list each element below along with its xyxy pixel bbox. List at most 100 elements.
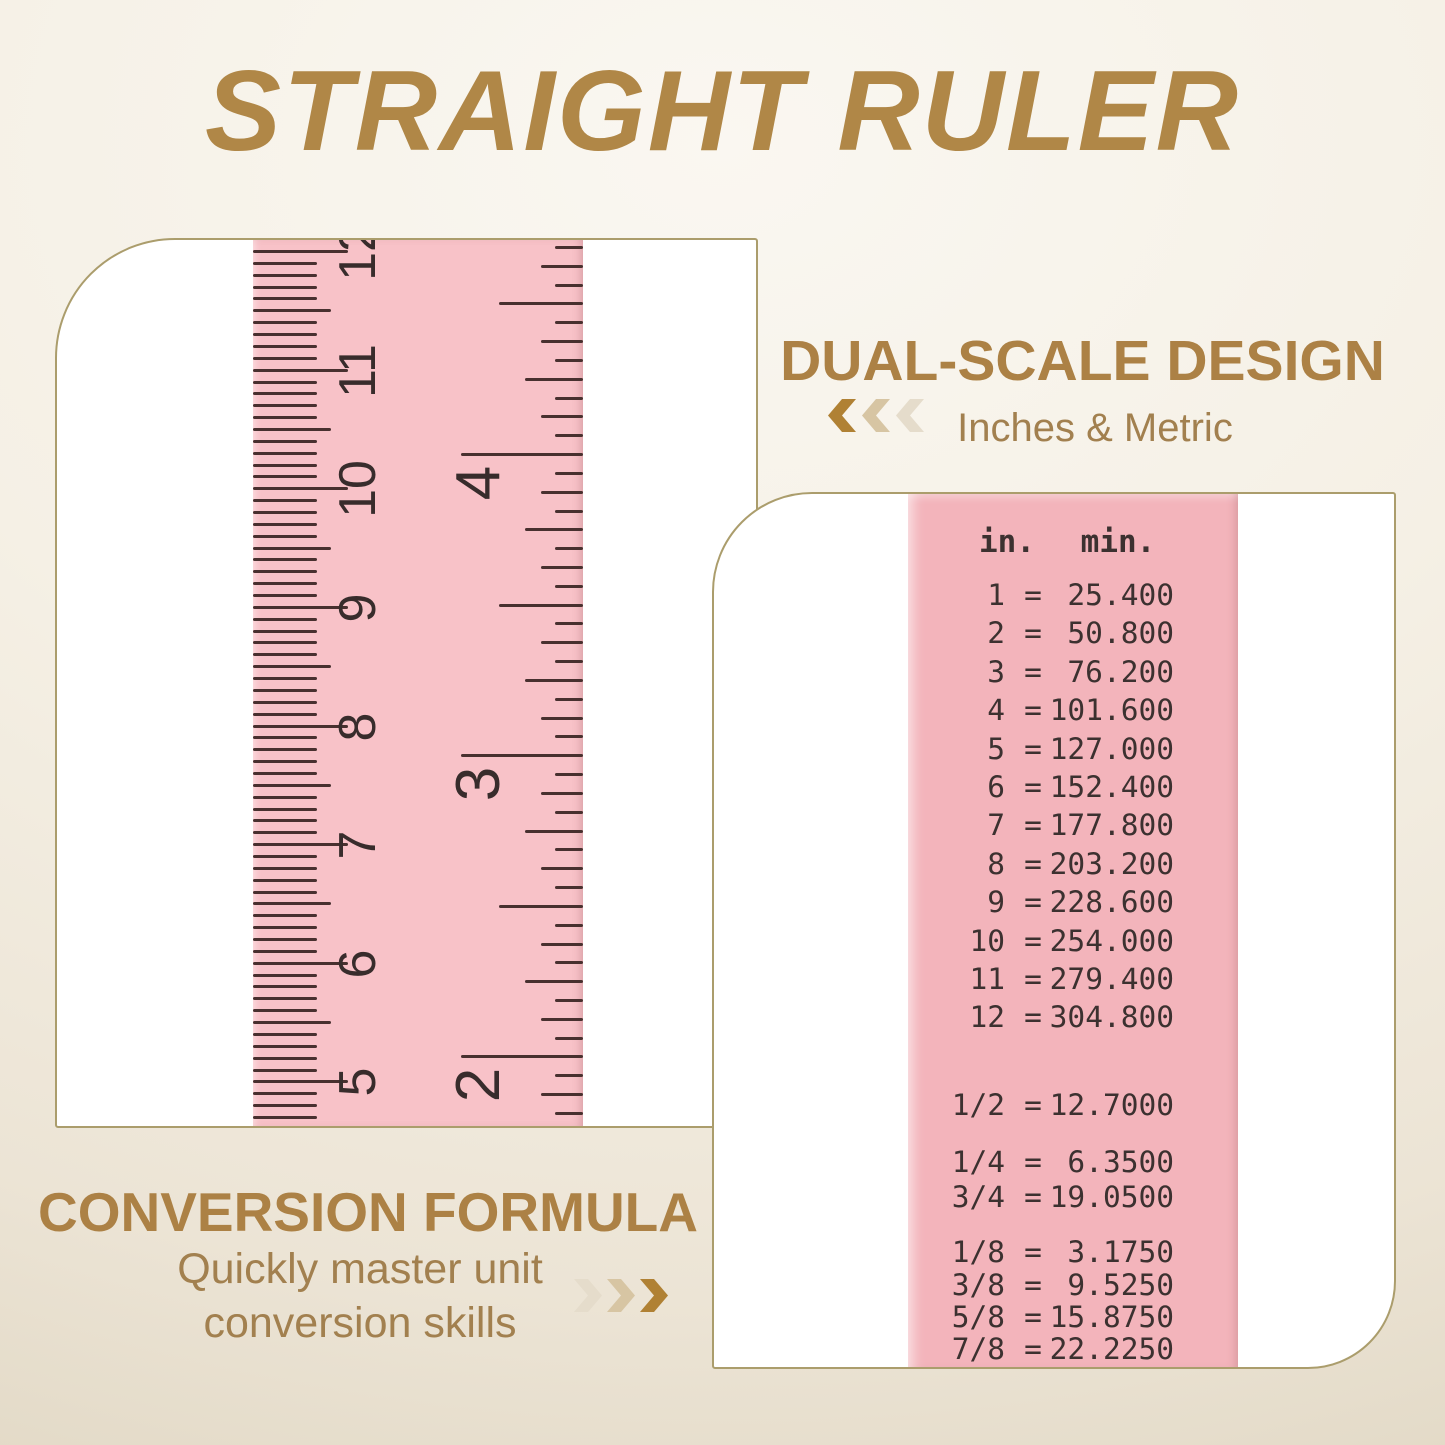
chevron-right-1 — [574, 1279, 602, 1312]
millimeters-value: 76.200 — [1067, 654, 1174, 689]
conversion-row: 11 = 279.400 — [908, 960, 1238, 998]
equals-sign: = — [1024, 1180, 1042, 1214]
equals-sign: = — [1024, 731, 1042, 766]
millimeters-value: 228.600 — [1049, 885, 1174, 920]
cm-tick — [253, 1068, 317, 1072]
cm-tick — [253, 273, 317, 277]
millimeters-value: 177.800 — [1049, 808, 1174, 843]
cm-tick — [253, 665, 331, 669]
cm-tick — [253, 914, 317, 918]
conversion-row: 7/8 = 22.2250 — [908, 1330, 1238, 1367]
inch-tick — [555, 245, 583, 249]
cm-label: 8 — [329, 712, 387, 741]
equals-sign: = — [1024, 616, 1042, 651]
millimeters-value: 6.3500 — [1067, 1145, 1174, 1179]
cm-tick — [253, 475, 317, 479]
conversion-row: 1 = 25.400 — [908, 576, 1238, 614]
dual-scale-heading: DUAL-SCALE DESIGN — [780, 329, 1385, 393]
cm-tick — [253, 499, 317, 503]
cm-tick — [253, 700, 317, 704]
dual-scale-subheading: Inches & Metric — [957, 406, 1233, 450]
cm-tick — [253, 285, 317, 289]
inch-tick — [555, 622, 583, 626]
inch-tick — [541, 716, 583, 720]
cm-tick — [253, 522, 317, 526]
ruler-strip: 12 11 10 9 8 7 6 5 4 3 2 — [253, 240, 583, 1126]
inch-tick — [555, 660, 583, 664]
equals-sign: = — [1024, 654, 1042, 689]
cm-tick — [253, 843, 348, 847]
millimeters-value: 127.000 — [1049, 731, 1174, 766]
inch-tick — [541, 1017, 583, 1021]
cm-tick — [253, 1115, 317, 1119]
millimeters-value: 50.800 — [1067, 616, 1174, 651]
inch-tick — [541, 490, 583, 494]
inch-tick — [541, 340, 583, 344]
inch-tick — [525, 980, 583, 984]
cm-tick — [253, 261, 317, 265]
inch-tick — [555, 547, 583, 551]
cm-tick — [253, 997, 317, 1001]
cm-label: 6 — [329, 949, 387, 979]
conversion-row: 2 = 50.800 — [908, 614, 1238, 652]
chevrons-right-icon — [574, 1279, 668, 1312]
inch-tick — [541, 867, 583, 871]
inches-value: 1 — [987, 578, 1005, 612]
cm-tick — [253, 463, 317, 467]
cm-tick — [253, 558, 317, 562]
cm-tick — [253, 795, 317, 799]
cm-tick — [253, 605, 348, 609]
inch-tick — [541, 415, 583, 419]
inches-value: 5/8 — [951, 1300, 1005, 1334]
cm-tick — [253, 309, 331, 313]
conversion-formula-subline-1: Quickly master unit — [177, 1245, 543, 1293]
inch-tick — [499, 603, 583, 607]
cm-label: 11 — [329, 343, 387, 398]
inch-tick — [541, 1093, 583, 1096]
equals-sign: = — [1024, 770, 1042, 804]
millimeters-value: 15.8750 — [1049, 1300, 1174, 1334]
equals-sign: = — [1024, 1300, 1042, 1334]
conversion-row: 9 = 228.600 — [908, 883, 1238, 921]
cm-tick — [253, 641, 317, 645]
conversion-row: 1/2 = 12.7000 — [908, 1086, 1238, 1124]
equals-sign: = — [1024, 1145, 1042, 1179]
inch-tick — [555, 283, 583, 287]
millimeters-value: 254.000 — [1049, 923, 1174, 958]
cm-tick — [253, 938, 317, 941]
cm-tick — [253, 582, 317, 586]
cm-tick — [253, 594, 317, 597]
cm-tick — [253, 427, 331, 431]
equals-sign: = — [1024, 846, 1042, 881]
inch-tick — [525, 528, 583, 532]
cm-tick — [253, 487, 348, 491]
inch-tick — [555, 358, 583, 362]
cm-tick — [253, 831, 317, 835]
inch-tick — [555, 1074, 583, 1078]
cm-tick — [253, 677, 317, 680]
cm-tick — [253, 748, 317, 752]
millimeters-value: 9.5250 — [1067, 1268, 1174, 1302]
inch-tick — [541, 565, 583, 569]
conversion-row: 8 = 203.200 — [908, 845, 1238, 883]
conversion-formula-subline-2: conversion skills — [203, 1299, 517, 1347]
inch-tick — [555, 848, 583, 852]
inch-tick — [555, 773, 583, 776]
chevron-left-3 — [896, 399, 924, 432]
cm-tick — [253, 724, 348, 728]
chevron-right-2 — [607, 1279, 635, 1312]
millimeters-value: 101.600 — [1049, 693, 1174, 728]
millimeters-value: 12.7000 — [1049, 1088, 1174, 1122]
conversion-row: 1/4 = 6.3500 — [908, 1143, 1238, 1181]
inch-tick — [525, 377, 583, 381]
equals-sign: = — [1024, 693, 1042, 728]
inch-tick — [461, 1055, 583, 1059]
cm-tick — [253, 855, 317, 858]
cm-tick — [253, 866, 317, 870]
inch-tick — [499, 302, 583, 306]
cm-tick — [253, 297, 317, 301]
inches-value: 9 — [987, 885, 1005, 920]
chevron-left-1 — [828, 399, 856, 432]
cm-tick — [253, 250, 348, 253]
